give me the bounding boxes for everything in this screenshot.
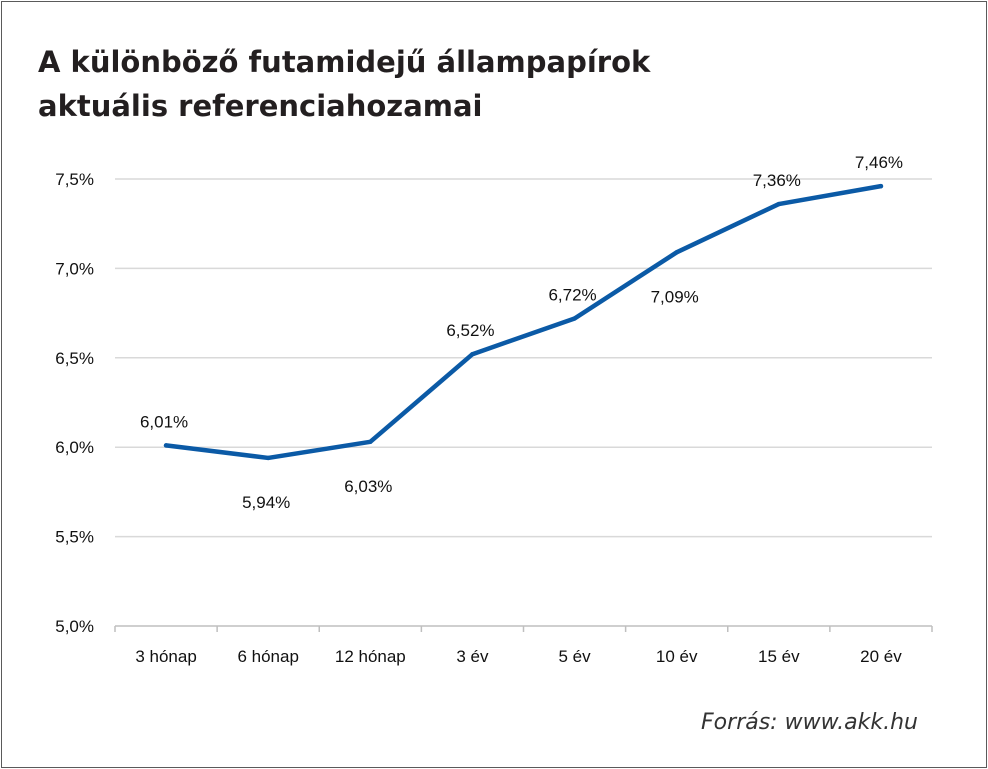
data-label: 6,52% — [446, 321, 494, 340]
data-point — [776, 201, 782, 207]
chart-title-line-2: aktuális referenciahozamai — [38, 89, 483, 123]
x-tick-label: 3 év — [456, 647, 489, 666]
data-labels: 6,01% 5,94% 6,03% 6,52% 6,72% 7,09% 7,36% 7,46% — [140, 153, 903, 512]
y-tick-label: 6,0% — [55, 438, 94, 457]
data-label: 7,36% — [753, 171, 801, 190]
x-tick-label: 12 hónap — [335, 647, 406, 666]
source-note: Forrás: www.akk.hu — [701, 710, 918, 735]
series — [163, 183, 884, 461]
data-label: 5,94% — [242, 493, 290, 512]
gridlines — [115, 178, 932, 538]
x-tick-label: 10 év — [656, 647, 698, 666]
data-point — [368, 439, 373, 445]
series-line — [163, 183, 884, 461]
x-tick-label: 15 év — [758, 647, 800, 666]
data-label: 6,72% — [548, 285, 596, 304]
data-label: 7,09% — [651, 287, 699, 306]
data-point — [470, 352, 475, 357]
data-point — [572, 316, 577, 321]
data-label: 7,46% — [855, 153, 903, 172]
y-tick-label: 5,0% — [55, 617, 94, 636]
y-tick-label: 5,5% — [55, 528, 94, 547]
chart-title: A különböző futamidejű állampapírok aktu… — [38, 40, 938, 128]
data-point — [163, 443, 169, 448]
x-tick-label: 20 év — [860, 647, 902, 666]
y-tick-label: 7,0% — [55, 259, 94, 278]
y-tick-label: 6,5% — [55, 349, 94, 368]
data-point — [265, 455, 271, 461]
y-axis-tick-labels: 5,0% 5,5% 6,0% 6,5% 7,0% 7,5% — [55, 170, 94, 636]
y-tick-label: 7,5% — [55, 170, 94, 189]
data-point — [878, 183, 884, 189]
x-tick-label: 5 év — [558, 647, 591, 666]
chart-title-line-1: A különböző futamidejű állampapírok — [38, 45, 651, 79]
x-tick-label: 6 hónap — [237, 647, 298, 666]
x-axis — [114, 625, 933, 632]
x-axis-tick-labels: 3 hónap 6 hónap 12 hónap 3 év 5 év 10 év 15 év… — [135, 647, 902, 666]
x-tick-label: 3 hónap — [135, 647, 196, 666]
data-label: 6,01% — [140, 412, 188, 431]
data-point — [674, 250, 679, 255]
data-label: 6,03% — [344, 477, 392, 496]
